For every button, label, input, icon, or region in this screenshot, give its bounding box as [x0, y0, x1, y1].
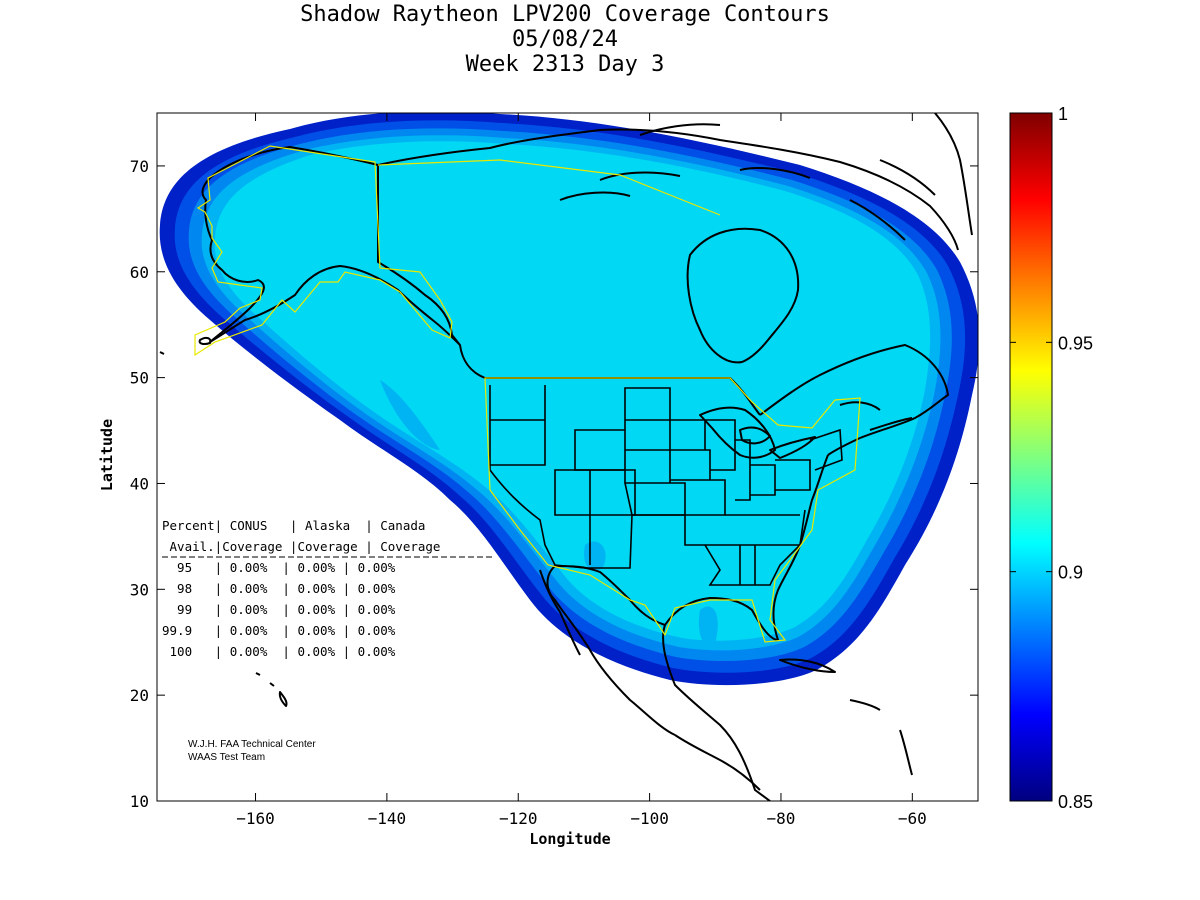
- y-tick-label: 60: [130, 263, 149, 282]
- x-tick-label: −160: [236, 809, 275, 828]
- chart-title-line-2: 05/08/24: [512, 27, 618, 52]
- colorbar-tick-label: 0.85: [1058, 792, 1093, 812]
- table-row: 99 | 0.00% | 0.00% | 0.00%: [162, 602, 396, 617]
- y-tick-label: 30: [130, 580, 149, 599]
- chart-title-line-1: Shadow Raytheon LPV200 Coverage Contours: [300, 2, 830, 27]
- y-axis-ticks: 10 20 30 40 50 60 70: [130, 157, 978, 811]
- x-tick-label: −60: [898, 809, 927, 828]
- colorbar-tick-label: 0.95: [1058, 333, 1093, 353]
- y-tick-label: 40: [130, 474, 149, 493]
- y-axis-label: Latitude: [98, 419, 116, 491]
- map-plot-area: [157, 113, 978, 801]
- table-row: 99.9 | 0.00% | 0.00% | 0.00%: [162, 623, 396, 638]
- coverage-blotch: [698, 606, 718, 646]
- colorbar-tick-label: 0.9: [1058, 563, 1083, 583]
- x-tick-label: −100: [630, 809, 669, 828]
- y-tick-label: 10: [130, 792, 149, 811]
- plot-frame: [156, 112, 979, 802]
- x-tick-label: −120: [499, 809, 538, 828]
- us-state-boundaries: [489, 385, 843, 586]
- coverage-table: Percent| CONUS | Alaska | Canada Avail.|…: [162, 518, 492, 659]
- coverage-band-main: [214, 141, 931, 641]
- service-volume-boundaries: [194, 145, 861, 643]
- colorbar-tick-label: 1: [1058, 104, 1068, 124]
- chart-title-line-3: Week 2313 Day 3: [465, 52, 665, 77]
- x-axis-label: Longitude: [529, 830, 610, 848]
- colorbar: [1009, 112, 1053, 802]
- table-row: 95 | 0.00% | 0.00% | 0.00%: [162, 560, 396, 575]
- y-tick-label: 70: [130, 157, 149, 176]
- x-tick-label: −140: [368, 809, 407, 828]
- credit-line-1: W.J.H. FAA Technical Center: [188, 739, 316, 750]
- coverage-blotch: [380, 380, 440, 450]
- table-row: 98 | 0.00% | 0.00% | 0.00%: [162, 581, 396, 596]
- y-tick-label: 50: [130, 369, 149, 388]
- colorbar-ticks: 1 0.95 0.9 0.85: [1010, 104, 1093, 812]
- table-row: 100 | 0.00% | 0.00% | 0.00%: [162, 644, 396, 659]
- y-tick-label: 20: [130, 686, 149, 705]
- table-header-2: Avail.|Coverage |Coverage | Coverage: [162, 539, 440, 554]
- x-tick-label: −80: [767, 809, 796, 828]
- table-header-1: Percent| CONUS | Alaska | Canada: [162, 518, 425, 533]
- credit-line-2: WAAS Test Team: [188, 752, 265, 763]
- x-axis-ticks: −160 −140 −120 −100 −80 −60: [236, 113, 927, 828]
- map-coastlines: [159, 113, 973, 801]
